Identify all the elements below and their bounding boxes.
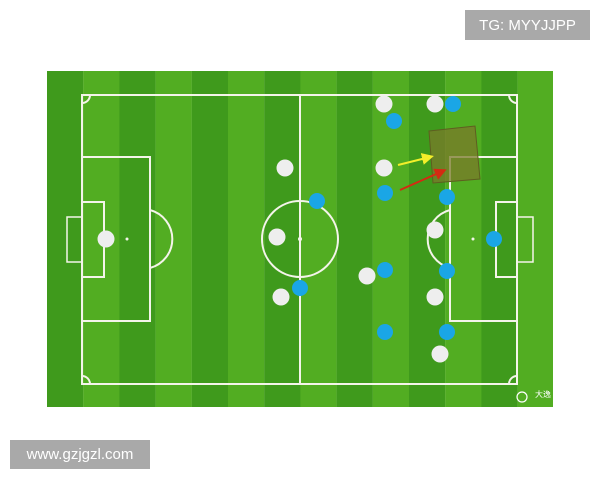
- white-player: [426, 221, 444, 239]
- red-arrow: [399, 168, 447, 191]
- pitch-stripe: [517, 71, 553, 407]
- football-pitch: [47, 71, 553, 407]
- white-player: [276, 159, 294, 177]
- yellow-arrow: [397, 153, 434, 166]
- white-player: [375, 95, 393, 113]
- blue-player: [439, 189, 455, 205]
- blue-player: [439, 263, 455, 279]
- blue-player: [377, 185, 393, 201]
- white-player: [431, 345, 449, 363]
- pitch-stripe: [228, 71, 265, 407]
- white-player: [426, 95, 444, 113]
- blue-player: [445, 96, 461, 112]
- pitch-stripe: [47, 71, 84, 407]
- white-player: [268, 228, 286, 246]
- watermark-bottom: www.gzjgzl.com: [10, 440, 150, 469]
- pitch-stripe: [336, 71, 373, 407]
- blue-player: [486, 231, 502, 247]
- blue-player: [377, 262, 393, 278]
- white-player: [375, 159, 393, 177]
- blue-player: [309, 193, 325, 209]
- white-player: [272, 288, 290, 306]
- pitch-stripe: [155, 71, 192, 407]
- blue-player: [292, 280, 308, 296]
- logo-text: 大逸: [535, 390, 551, 399]
- pitch-stripe: [300, 71, 337, 407]
- white-player: [426, 288, 444, 306]
- blue-player: [439, 324, 455, 340]
- white-player: [97, 230, 115, 248]
- white-player: [358, 267, 376, 285]
- pitch-stripe: [191, 71, 229, 407]
- logo-icon: [516, 391, 528, 403]
- blue-player: [386, 113, 402, 129]
- watermark-top: TG: MYYJJPP: [465, 10, 590, 40]
- blue-player: [377, 324, 393, 340]
